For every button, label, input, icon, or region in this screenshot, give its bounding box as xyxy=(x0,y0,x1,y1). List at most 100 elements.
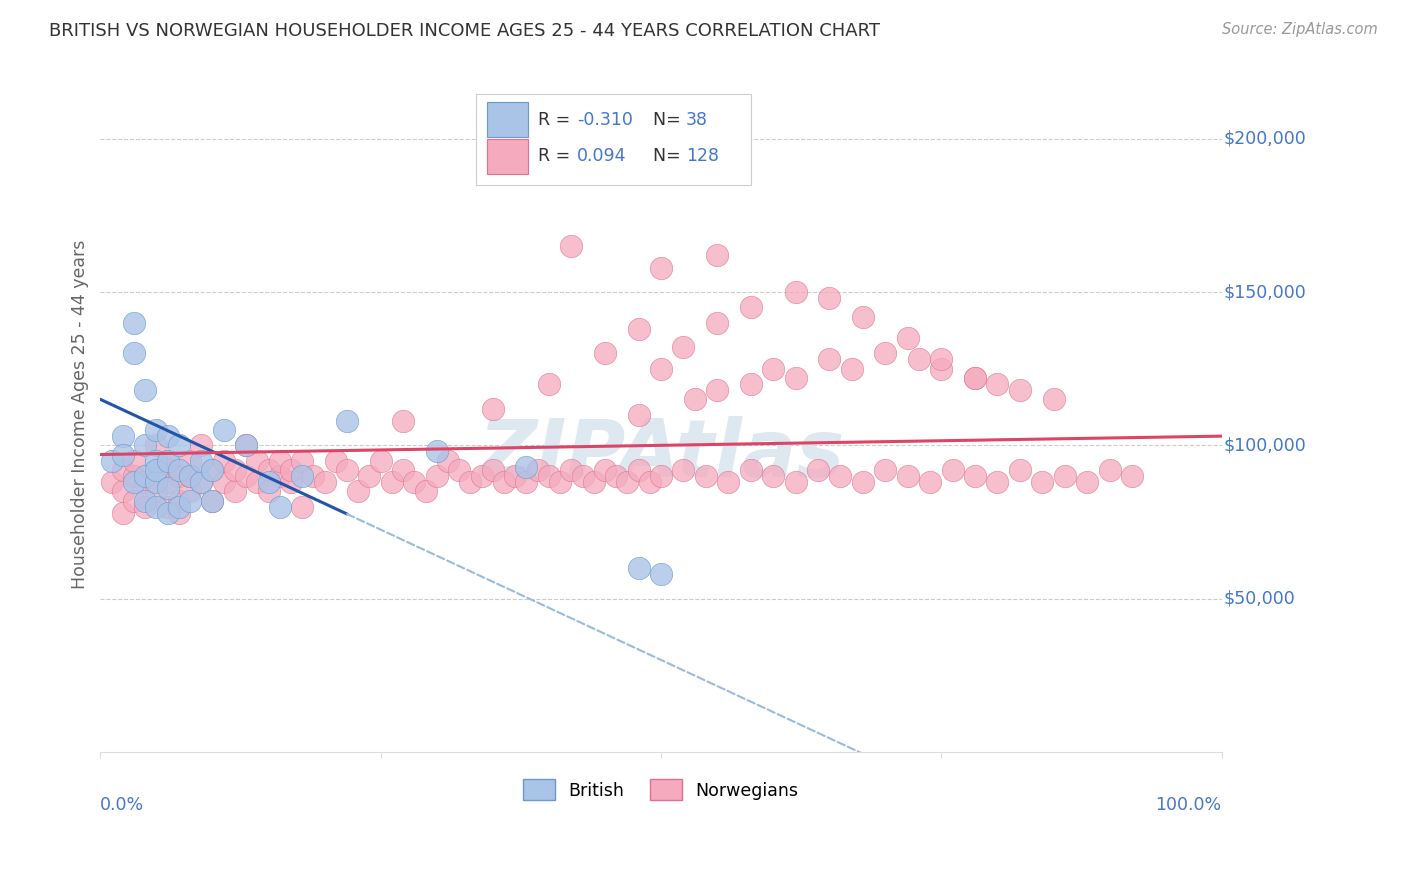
Point xyxy=(963,371,986,385)
Point xyxy=(179,493,201,508)
Point xyxy=(875,463,897,477)
Point xyxy=(627,408,650,422)
Point xyxy=(537,377,560,392)
Point xyxy=(167,438,190,452)
Point xyxy=(672,340,695,354)
Point xyxy=(515,475,537,489)
Point xyxy=(740,301,762,315)
Point xyxy=(156,475,179,489)
Point xyxy=(818,352,841,367)
Point xyxy=(167,469,190,483)
Point xyxy=(156,463,179,477)
Point xyxy=(156,429,179,443)
Point xyxy=(347,484,370,499)
Point xyxy=(986,475,1008,489)
Point xyxy=(257,475,280,489)
Point xyxy=(706,248,728,262)
Point xyxy=(1076,475,1098,489)
Point xyxy=(359,469,381,483)
Point xyxy=(852,310,875,324)
Point xyxy=(672,463,695,477)
Point xyxy=(482,401,505,416)
Point xyxy=(627,463,650,477)
Point xyxy=(650,361,672,376)
Point xyxy=(560,239,582,253)
Point xyxy=(257,484,280,499)
Point xyxy=(302,469,325,483)
Point xyxy=(762,469,785,483)
Point xyxy=(537,469,560,483)
Point xyxy=(381,475,404,489)
Point xyxy=(134,469,156,483)
Point xyxy=(235,469,257,483)
Point xyxy=(280,463,302,477)
Point xyxy=(190,475,212,489)
Y-axis label: Householder Income Ages 25 - 44 years: Householder Income Ages 25 - 44 years xyxy=(72,240,89,590)
Point xyxy=(111,463,134,477)
Point xyxy=(201,463,224,477)
Point xyxy=(336,414,359,428)
Text: $150,000: $150,000 xyxy=(1225,283,1306,301)
Point xyxy=(963,371,986,385)
Text: -0.310: -0.310 xyxy=(576,111,633,129)
Point xyxy=(449,463,471,477)
Point xyxy=(908,352,931,367)
Point xyxy=(145,475,167,489)
Point xyxy=(1042,392,1064,407)
Point xyxy=(650,469,672,483)
Point xyxy=(246,453,269,467)
Point xyxy=(212,475,235,489)
Point xyxy=(179,453,201,467)
Point xyxy=(122,469,145,483)
Point xyxy=(201,493,224,508)
Point xyxy=(122,493,145,508)
Point xyxy=(627,322,650,336)
Point xyxy=(156,453,179,467)
Point xyxy=(224,463,246,477)
Point xyxy=(1053,469,1076,483)
Point xyxy=(986,377,1008,392)
Point xyxy=(134,500,156,514)
Point xyxy=(785,371,807,385)
Point xyxy=(134,475,156,489)
Point xyxy=(942,463,965,477)
Point xyxy=(963,469,986,483)
Point xyxy=(897,469,920,483)
Point xyxy=(179,469,201,483)
Point xyxy=(1008,383,1031,397)
Point xyxy=(156,500,179,514)
Text: 128: 128 xyxy=(686,147,718,165)
Point xyxy=(1098,463,1121,477)
Point xyxy=(426,469,449,483)
Text: 38: 38 xyxy=(686,111,707,129)
Point xyxy=(762,361,785,376)
Point xyxy=(503,469,526,483)
Point xyxy=(291,469,314,483)
Text: N=: N= xyxy=(654,147,686,165)
Point xyxy=(852,475,875,489)
Point xyxy=(280,475,302,489)
Text: $50,000: $50,000 xyxy=(1225,590,1296,607)
Point xyxy=(627,561,650,575)
Text: ZIPAtlas: ZIPAtlas xyxy=(478,417,844,494)
Point xyxy=(145,453,167,467)
Point xyxy=(931,352,953,367)
Point xyxy=(492,475,515,489)
Point xyxy=(920,475,942,489)
Point xyxy=(785,475,807,489)
Point xyxy=(875,346,897,360)
Legend: British, Norwegians: British, Norwegians xyxy=(516,772,806,807)
Point xyxy=(740,463,762,477)
Point xyxy=(235,438,257,452)
Point xyxy=(548,475,571,489)
Point xyxy=(201,493,224,508)
Point xyxy=(269,469,291,483)
Text: BRITISH VS NORWEGIAN HOUSEHOLDER INCOME AGES 25 - 44 YEARS CORRELATION CHART: BRITISH VS NORWEGIAN HOUSEHOLDER INCOME … xyxy=(49,22,880,40)
Point xyxy=(526,463,548,477)
Point xyxy=(122,346,145,360)
Point xyxy=(426,444,449,458)
Point xyxy=(291,500,314,514)
Point xyxy=(370,453,392,467)
Point xyxy=(246,475,269,489)
Point xyxy=(111,448,134,462)
